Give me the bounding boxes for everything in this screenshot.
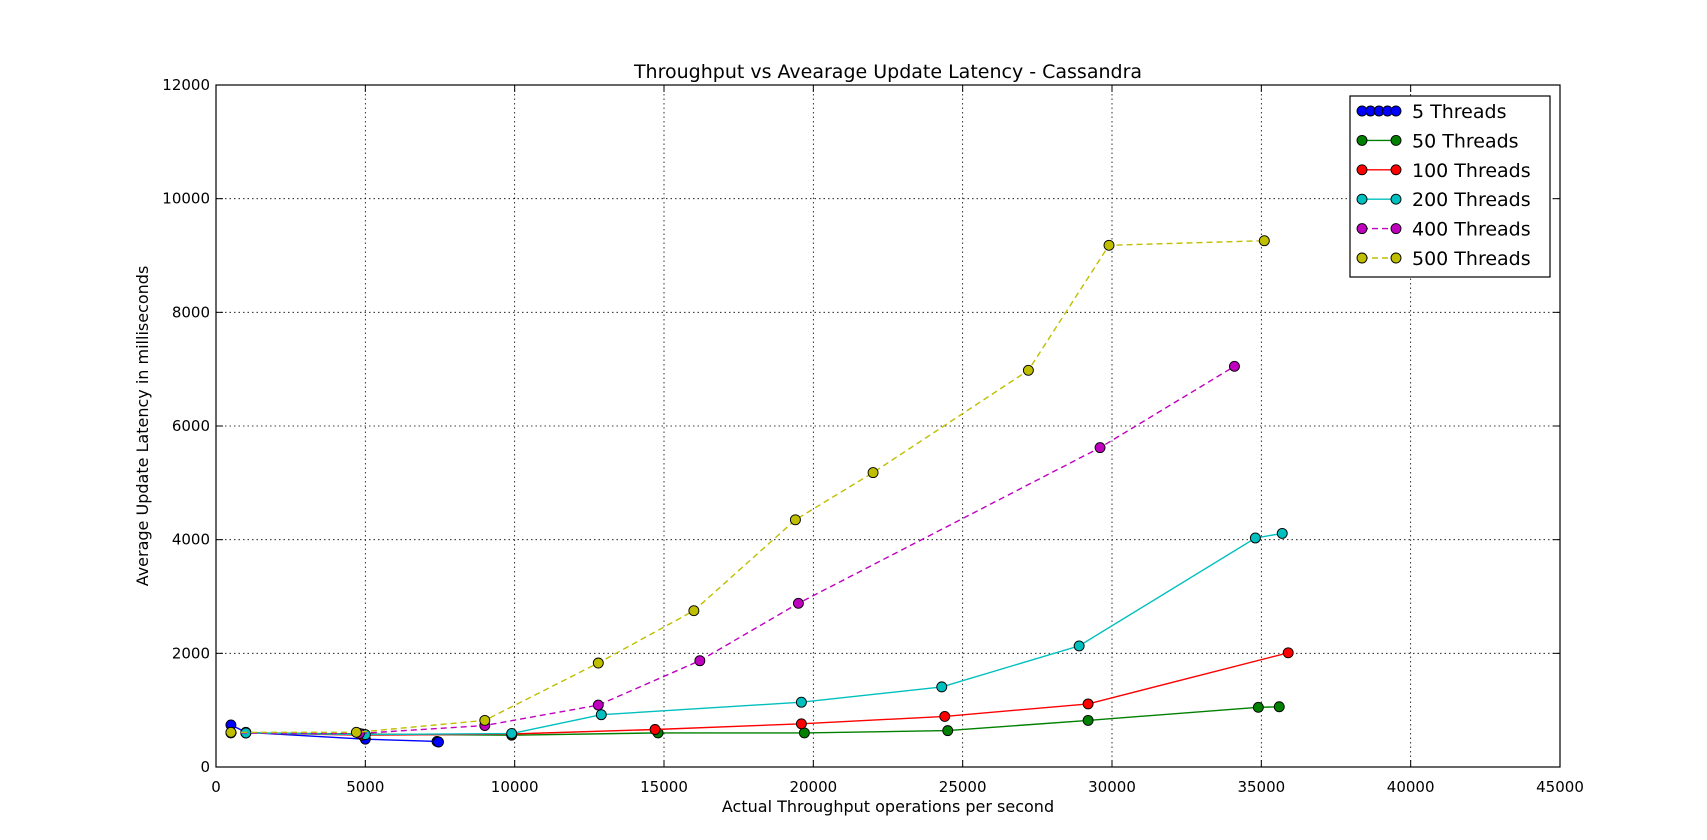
legend-entry-200-threads: 200 Threads [1356,189,1531,211]
x-tick-label: 5000 [346,778,384,796]
data-point-500-threads [225,726,237,738]
legend-entry-400-threads: 400 Threads [1356,219,1531,241]
data-point-100-threads [1282,647,1294,659]
data-point-500-threads [1103,239,1115,251]
legend-marker [1390,134,1402,146]
legend-label: 200 Threads [1412,189,1531,211]
data-point-400-threads [694,655,706,667]
x-tick-label: 30000 [1088,778,1136,796]
legend-marker [1390,193,1402,205]
data-point-50-threads [1082,714,1094,726]
legend-entry-500-threads: 500 Threads [1356,248,1531,270]
x-tick-label: 10000 [491,778,539,796]
data-point-50-threads [1273,701,1285,713]
x-axis-label: Actual Throughput operations per second [722,797,1054,816]
legend-label: 400 Threads [1412,219,1531,241]
data-point-400-threads [792,597,804,609]
legend-label: 100 Threads [1412,160,1531,182]
y-axis-label: Average Update Latency in milliseconds [133,266,152,587]
data-point-100-threads [795,718,807,730]
legend-entry-5-threads: 5 Threads [1356,101,1506,123]
legend-marker [1356,252,1368,264]
data-point-50-threads [1252,701,1264,713]
legend-label: 5 Threads [1412,101,1506,123]
x-tick-label: 0 [211,778,221,796]
legend-box [1349,95,1551,278]
data-point-50-threads [942,725,954,737]
y-tick-label: 12000 [162,76,210,94]
legend-marker [1356,193,1368,205]
data-point-200-threads [936,681,948,693]
data-point-500-threads [592,657,604,669]
data-point-100-threads [939,710,951,722]
x-tick-label: 15000 [640,778,688,796]
x-tick-label: 25000 [939,778,987,796]
x-tick-label: 35000 [1237,778,1285,796]
legend-marker [1356,223,1368,235]
data-point-200-threads [595,709,607,721]
data-point-200-threads [795,696,807,708]
y-tick-label: 10000 [162,190,210,208]
data-point-400-threads [1094,442,1106,454]
data-point-100-threads [1082,698,1094,710]
data-point-5-threads [433,736,444,748]
x-tick-label: 40000 [1387,778,1435,796]
legend-marker [1390,252,1402,264]
data-point-200-threads [1276,527,1288,539]
legend-label: 50 Threads [1412,130,1519,152]
y-tick-label: 4000 [172,531,210,549]
legend-entry-50-threads: 50 Threads [1356,130,1519,152]
data-point-200-threads [506,728,518,739]
y-tick-label: 2000 [172,644,210,662]
data-point-500-threads [688,605,700,617]
legend: 5 Threads 50 Threads 100 Threads 200 Thread… [1349,95,1551,278]
axis-ticks: 0 5000 10000 15000 20000 25000 30000 35000 40000… [162,76,1584,796]
legend-marker [1390,164,1402,176]
data-point-500-threads [1258,235,1270,247]
data-point-500-threads [867,467,879,479]
x-tick-label: 45000 [1536,778,1584,796]
data-point-500-threads [350,726,362,738]
y-tick-label: 6000 [172,417,210,435]
data-point-400-threads [1229,360,1240,372]
data-point-200-threads [1073,640,1085,652]
legend-marker [1390,105,1402,117]
grid [216,85,1560,767]
legend-entry-100-threads: 100 Threads [1356,160,1531,182]
chart-title: Throughput vs Avearage Update Latency - … [633,61,1142,83]
data-point-500-threads [1022,364,1034,376]
y-tick-label: 8000 [172,303,210,321]
data-point-50-threads [798,727,810,739]
legend-marker [1356,134,1368,146]
y-tick-label: 0 [200,758,210,776]
legend-label: 500 Threads [1412,248,1531,270]
x-tick-label: 20000 [789,778,837,796]
data-point-200-threads [1249,532,1261,544]
data-point-400-threads [592,699,604,711]
series-layer [225,235,1294,748]
data-point-500-threads [479,714,491,726]
legend-marker [1356,164,1368,176]
series-line-400-threads [230,365,1235,735]
data-point-500-threads [789,514,801,526]
legend-marker [1390,223,1402,235]
data-point-100-threads [649,724,661,735]
series-500-threads [225,235,1270,738]
